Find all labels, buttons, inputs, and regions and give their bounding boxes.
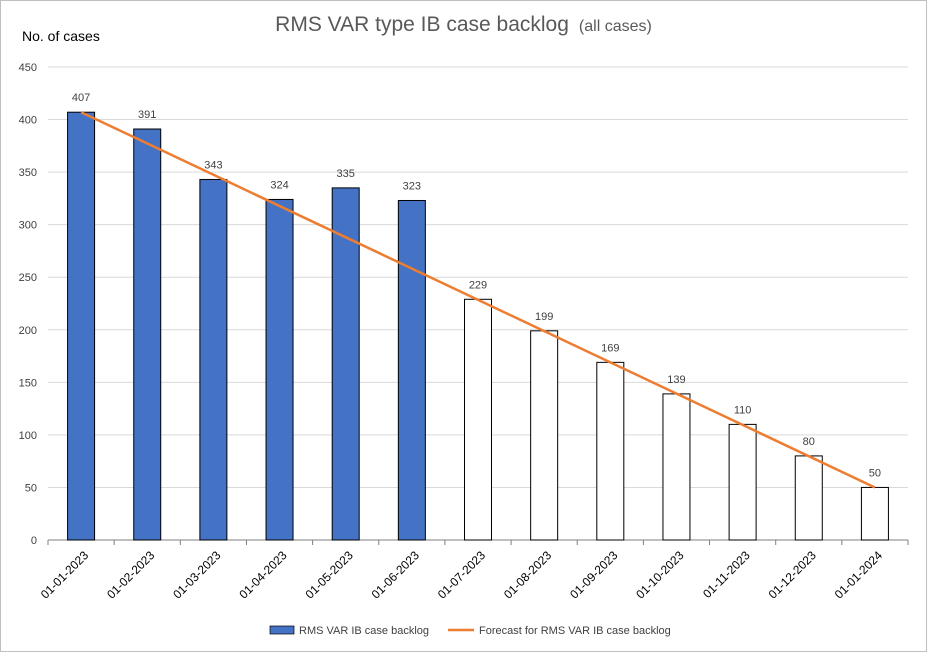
x-tick-label: 01-04-2023 [236, 548, 290, 602]
x-tick-label: 01-07-2023 [435, 548, 489, 602]
legend-swatch-bar [269, 625, 295, 635]
data-label: 324 [270, 179, 288, 191]
y-tick-label: 100 [19, 430, 37, 442]
data-label: 110 [734, 404, 752, 416]
chart-title-main: RMS VAR type IB case backlog [275, 13, 569, 36]
bar-actual [397, 199, 426, 541]
bar-actual [133, 128, 162, 541]
y-tick-label: 300 [19, 220, 37, 232]
x-tick-label: 01-06-2023 [369, 548, 423, 602]
data-label: 50 [869, 467, 881, 479]
x-tick-label: 01-12-2023 [766, 548, 820, 602]
x-tick-label: 01-05-2023 [303, 548, 357, 602]
bar-actual [67, 111, 96, 541]
y-tick-label: 400 [19, 115, 37, 127]
data-label: 323 [403, 180, 421, 192]
x-tick-label: 01-01-2023 [38, 548, 92, 602]
data-label: 169 [601, 342, 619, 354]
bar-forecast [464, 298, 492, 541]
y-tick-label: 150 [19, 377, 37, 389]
bar-forecast [728, 423, 757, 541]
data-label: 139 [667, 374, 685, 386]
y-tick-label: 450 [19, 62, 37, 74]
data-label: 229 [469, 279, 487, 291]
bar-forecast [596, 361, 625, 541]
data-label: 80 [803, 436, 815, 448]
legend-label-bar: RMS VAR IB case backlog [299, 625, 429, 637]
y-tick-label: 50 [25, 482, 37, 494]
data-label: 343 [204, 159, 222, 171]
y-tick-label: 350 [19, 167, 37, 179]
y-axis-title: No. of cases [22, 28, 100, 44]
chart-subtitle: (all cases) [578, 18, 652, 35]
x-tick-label: 01-08-2023 [501, 548, 555, 602]
bar-forecast [662, 393, 691, 541]
x-tick-label: 01-02-2023 [104, 548, 158, 602]
data-label: 407 [72, 92, 90, 104]
data-label: 199 [535, 311, 553, 323]
forecast-line [80, 111, 876, 489]
legend-label-line: Forecast for RMS VAR IB case backlog [479, 625, 671, 637]
x-tick-label: 01-09-2023 [567, 548, 621, 602]
bar-actual [199, 178, 228, 541]
bar-forecast [860, 486, 889, 541]
chart-title: RMS VAR type IB case backlog (all cases) [0, 13, 927, 37]
y-tick-label: 250 [19, 272, 37, 284]
x-tick-label: 01-03-2023 [170, 548, 224, 602]
x-tick-label: 01-11-2023 [700, 548, 753, 601]
y-tick-label: 0 [31, 535, 37, 547]
bar-actual [265, 198, 294, 541]
x-tick-label: 01-10-2023 [633, 548, 687, 602]
bar-forecast [794, 455, 823, 541]
y-tick-label: 200 [19, 325, 37, 337]
bar-actual [331, 187, 360, 541]
bar-forecast [530, 330, 559, 541]
data-label: 335 [337, 168, 355, 180]
x-tick-label: 01-01-2024 [832, 548, 886, 602]
data-label: 391 [138, 109, 156, 121]
